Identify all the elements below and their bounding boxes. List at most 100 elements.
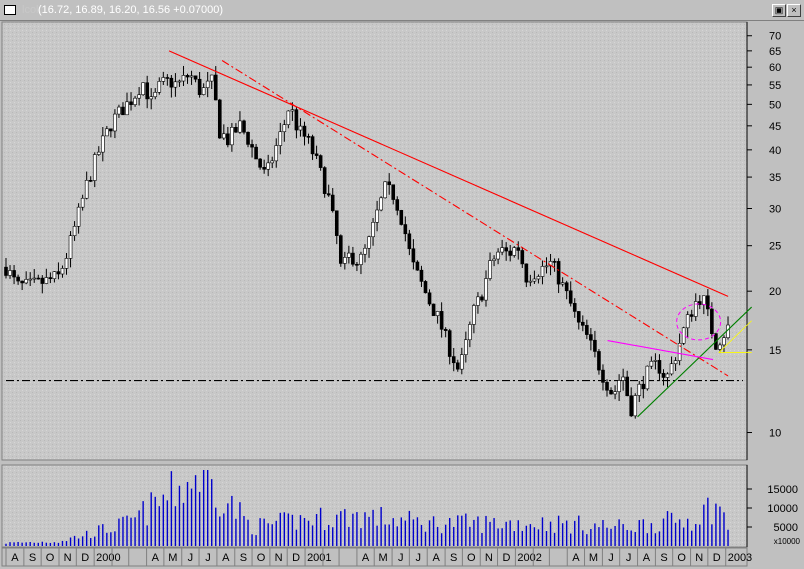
window-system-icon[interactable]	[4, 5, 16, 15]
candle-body	[427, 292, 432, 305]
price-tick-label: 25	[769, 241, 781, 253]
title-bar[interactable]: lcok (16.72, 16.89, 16.20, 16.56 +0.0700…	[0, 0, 804, 21]
time-tick-label: A	[643, 552, 651, 564]
trendline-yellow_upper	[718, 320, 752, 353]
candle-body	[613, 391, 617, 395]
time-tick-label: 2003	[728, 552, 752, 564]
candle-body	[4, 266, 8, 276]
candle-body	[653, 360, 658, 362]
time-tick-label: D	[502, 552, 510, 564]
candle-body	[201, 87, 206, 95]
candle-body	[282, 124, 287, 133]
candle-body	[246, 131, 250, 145]
candle-body	[488, 260, 492, 279]
candle-body	[157, 81, 162, 93]
candle-body	[484, 278, 488, 301]
candle-body	[718, 344, 722, 350]
candle-body	[411, 248, 416, 263]
price-tick-label: 15	[769, 345, 781, 357]
candle-body	[528, 280, 533, 283]
quote-readout: (16.72, 16.89, 16.20, 16.56 +0.07000)	[38, 4, 224, 16]
candle-body	[669, 363, 674, 375]
candle-body	[24, 279, 28, 284]
candle-body	[351, 252, 355, 265]
candle-body	[706, 295, 710, 310]
candle-body	[593, 339, 597, 352]
close-button[interactable]: ×	[787, 4, 801, 17]
candle-body	[423, 281, 428, 294]
candle-body	[250, 144, 254, 148]
candle-body	[40, 277, 45, 284]
candle-body	[439, 311, 444, 330]
time-tick-label: O	[257, 552, 266, 564]
candle-body	[343, 257, 347, 264]
candle-body	[92, 154, 97, 181]
candle-body	[689, 314, 694, 317]
candle-body	[552, 261, 557, 263]
price-tick-label: 60	[769, 62, 781, 74]
time-tick-label: J	[608, 552, 614, 564]
candle-body	[347, 252, 351, 258]
candle-body	[447, 330, 452, 357]
candle-body	[536, 276, 541, 280]
candle-body	[286, 110, 291, 125]
time-tick-label: D	[81, 552, 89, 564]
candle-body	[133, 97, 137, 105]
time-tick-label: N	[695, 552, 703, 564]
volume-unit-label: x10000	[774, 537, 801, 546]
candle-body	[129, 101, 133, 105]
candle-body	[367, 236, 371, 249]
candle-body	[641, 383, 646, 390]
time-tick-label: A	[572, 552, 580, 564]
candle-body	[322, 167, 327, 194]
candle-body	[230, 127, 234, 146]
price-tick-label: 10	[769, 428, 781, 440]
price-tick-label: 20	[769, 286, 781, 298]
candle-body	[60, 268, 65, 275]
candle-body	[12, 270, 16, 278]
candle-body	[234, 127, 238, 133]
candle-body	[8, 270, 12, 276]
candle-body	[197, 78, 202, 95]
candle-body	[161, 77, 166, 82]
candle-body	[520, 250, 525, 265]
candle-body	[702, 295, 706, 305]
volume-tick-label: 10000	[767, 503, 798, 515]
candle-body	[673, 360, 678, 365]
candle-body	[165, 77, 170, 79]
candle-body	[407, 233, 412, 250]
time-tick-label: 2001	[307, 552, 331, 564]
price-tick-label: 50	[769, 99, 781, 111]
volume-axis: 15000 10000 5000 x10000	[746, 465, 801, 547]
price-tick-label: 40	[769, 145, 781, 157]
candle-body	[685, 314, 690, 329]
volume-tick-label: 15000	[767, 484, 798, 496]
time-tick-label: O	[46, 552, 55, 564]
restore-button[interactable]: ▣	[772, 4, 786, 17]
candle-body	[375, 209, 379, 223]
candle-body	[516, 247, 521, 251]
candle-body	[113, 113, 117, 132]
trendlines-layer	[168, 50, 753, 418]
candle-body	[254, 146, 258, 160]
time-tick-label: A	[432, 552, 440, 564]
candle-body	[64, 258, 69, 269]
time-tick-label: N	[64, 552, 72, 564]
candle-body	[617, 380, 621, 392]
candle-body	[576, 311, 581, 323]
candle-body	[266, 162, 270, 170]
candle-body	[693, 301, 698, 317]
candle-body	[544, 265, 549, 268]
candle-body	[326, 193, 331, 196]
candle-body	[496, 251, 500, 260]
candle-body	[294, 109, 299, 131]
candle-body	[278, 131, 283, 146]
candle-body	[371, 222, 375, 238]
candle-body	[238, 120, 242, 133]
candle-body	[568, 290, 573, 304]
candle-body	[76, 206, 81, 227]
price-tick-label: 30	[769, 204, 781, 216]
candle-body	[435, 311, 440, 316]
candle-body	[443, 328, 448, 331]
